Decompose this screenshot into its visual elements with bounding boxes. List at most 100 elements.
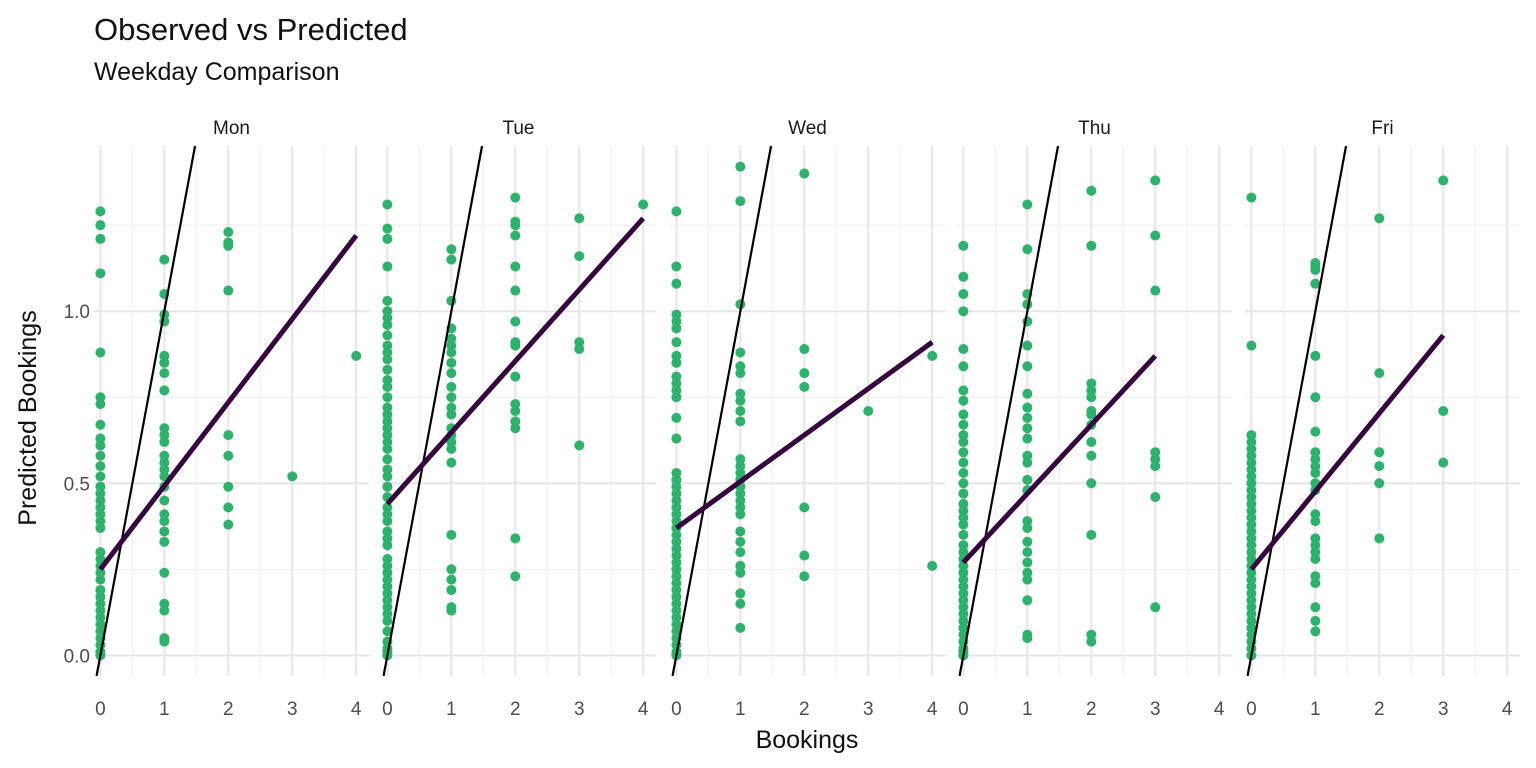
data-point: [1022, 412, 1033, 423]
data-point: [95, 233, 106, 244]
data-point: [382, 295, 393, 306]
data-point: [382, 443, 393, 454]
facet-label-mon: Mon: [213, 118, 250, 139]
data-point: [1310, 540, 1321, 551]
data-point: [1310, 426, 1321, 437]
data-point: [95, 502, 106, 513]
data-point: [382, 540, 393, 551]
data-point: [1246, 595, 1257, 606]
data-point: [382, 581, 393, 592]
data-point: [1086, 378, 1097, 389]
data-point: [1022, 474, 1033, 485]
data-point: [95, 220, 106, 231]
data-point: [1310, 509, 1321, 520]
data-point: [1310, 278, 1321, 289]
data-points: [95, 206, 362, 661]
data-point: [95, 419, 106, 430]
data-point: [799, 168, 810, 179]
x-tick-label: 1: [1310, 699, 1321, 720]
data-point: [958, 567, 969, 578]
data-point: [95, 626, 106, 637]
data-point: [382, 306, 393, 317]
data-point: [1150, 602, 1161, 613]
data-point: [1246, 602, 1257, 613]
data-point: [1310, 602, 1321, 613]
data-point: [927, 560, 938, 571]
data-point: [1310, 447, 1321, 458]
data-point: [1246, 574, 1257, 585]
data-point: [671, 433, 682, 444]
data-point: [1086, 436, 1097, 447]
data-point: [1086, 409, 1097, 420]
data-point: [799, 381, 810, 392]
data-point: [446, 340, 457, 351]
data-point: [223, 481, 234, 492]
data-point: [159, 567, 170, 578]
data-point: [159, 450, 170, 461]
data-point: [1086, 529, 1097, 540]
data-point: [735, 598, 746, 609]
data-point: [735, 495, 746, 506]
data-point: [95, 471, 106, 482]
data-point: [510, 220, 521, 231]
fit-line: [674, 340, 934, 531]
data-point: [1086, 392, 1097, 403]
data-point: [95, 392, 106, 403]
data-point: [1246, 588, 1257, 599]
data-point: [223, 450, 234, 461]
data-point: [1086, 240, 1097, 251]
data-point: [382, 464, 393, 475]
data-point: [958, 344, 969, 355]
data-point: [671, 488, 682, 499]
data-point: [958, 395, 969, 406]
fit-line: [961, 354, 1158, 565]
data-point: [1246, 478, 1257, 489]
data-point: [1150, 492, 1161, 503]
data-point: [735, 161, 746, 172]
data-point: [382, 233, 393, 244]
data-point: [1022, 595, 1033, 606]
data-point: [446, 529, 457, 540]
data-point: [95, 268, 106, 279]
data-point: [1310, 350, 1321, 361]
x-tick-label: 1: [735, 699, 746, 720]
data-point: [1022, 388, 1033, 399]
data-point: [958, 488, 969, 499]
data-point: [1086, 385, 1097, 396]
data-point: [1374, 461, 1385, 472]
data-point: [1246, 512, 1257, 523]
data-point: [382, 509, 393, 520]
data-point: [1310, 547, 1321, 558]
data-point: [95, 206, 106, 217]
data-point: [574, 344, 585, 355]
data-point: [446, 357, 457, 368]
data-point: [735, 502, 746, 513]
data-point: [95, 509, 106, 520]
data-point: [446, 402, 457, 413]
data-point: [382, 347, 393, 358]
data-point: [95, 612, 106, 623]
data-point: [1246, 567, 1257, 578]
data-point: [382, 454, 393, 465]
x-tick-label: 2: [1374, 699, 1385, 720]
chart-title: Observed vs Predicted: [94, 12, 408, 47]
data-point: [574, 337, 585, 348]
data-point: [510, 316, 521, 327]
data-point: [671, 626, 682, 637]
data-point: [446, 436, 457, 447]
data-point: [958, 430, 969, 441]
data-point: [1022, 340, 1033, 351]
data-point: [1310, 461, 1321, 472]
data-point: [1022, 633, 1033, 644]
data-point: [958, 615, 969, 626]
data-point: [958, 385, 969, 396]
data-point: [95, 488, 106, 499]
data-point: [382, 402, 393, 413]
data-point: [223, 519, 234, 530]
data-point: [382, 602, 393, 613]
reference-line: [95, 146, 197, 676]
data-point: [1246, 436, 1257, 447]
data-point: [671, 571, 682, 582]
y-axis: 0.0 0.5 1.0: [64, 302, 90, 667]
